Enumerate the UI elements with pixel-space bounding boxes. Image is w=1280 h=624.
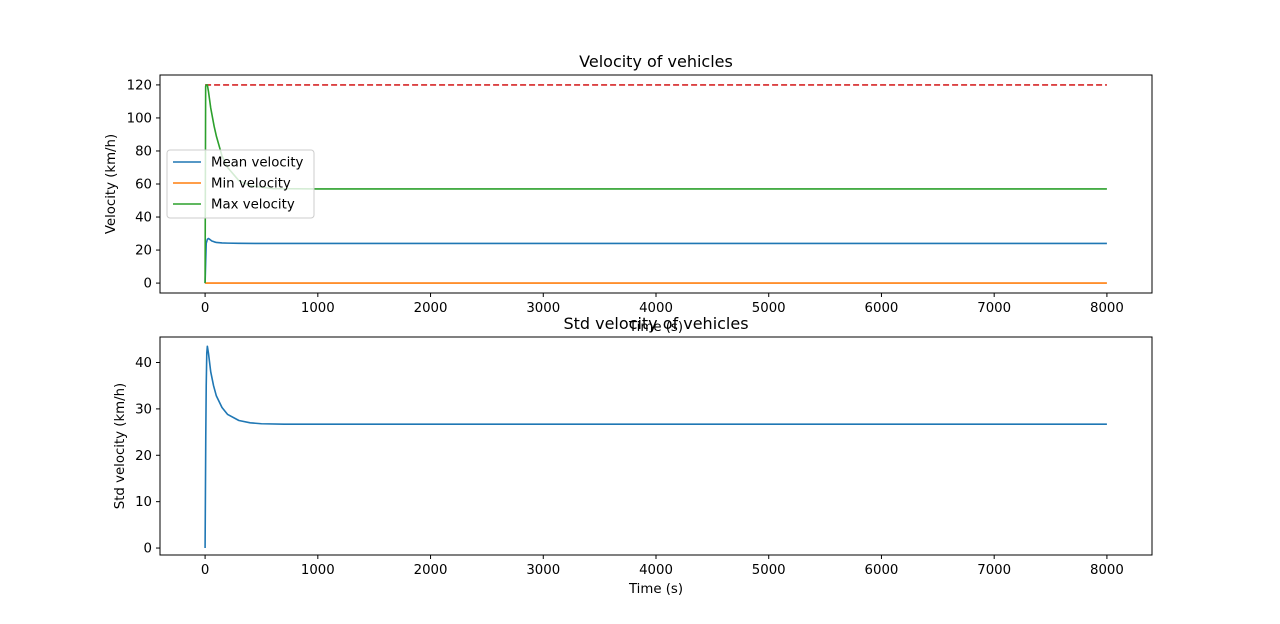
std-chart-title: Std velocity of vehicles: [563, 314, 748, 333]
x-tick-label: 1000: [301, 301, 335, 316]
y-tick-label: 20: [135, 244, 152, 259]
y-tick-label: 0: [144, 277, 152, 292]
velocity-x-axis-label: Time (s): [628, 320, 683, 335]
y-tick-label: 10: [135, 495, 152, 510]
x-tick-label: 3000: [526, 301, 560, 316]
x-tick-label: 3000: [526, 563, 560, 578]
y-tick-label: 120: [127, 78, 152, 93]
velocity-chart: Velocity of vehicles Time (s) Velocity (…: [104, 52, 1153, 335]
x-tick-label: 2000: [414, 563, 448, 578]
x-tick-label: 5000: [752, 301, 786, 316]
y-tick-label: 100: [127, 111, 152, 126]
x-tick-label: 7000: [977, 301, 1011, 316]
std-velocity-chart: Time (s) Std velocity (km/h) 0 1000 2000 30…: [113, 314, 1153, 597]
x-tick-label: 6000: [865, 301, 899, 316]
x-tick-label: 0: [201, 563, 209, 578]
y-tick-label: 40: [135, 356, 152, 371]
legend-label-min-velocity: Min velocity: [211, 177, 291, 192]
mean-velocity-line: [204, 237, 1107, 284]
legend-label-mean-velocity: Mean velocity: [211, 156, 304, 171]
y-tick-label: 40: [135, 211, 152, 226]
y-tick-label: 20: [135, 449, 152, 464]
y-tick-label: 30: [135, 402, 152, 417]
x-tick-label: 8000: [1090, 301, 1124, 316]
legend-box: [166, 149, 315, 219]
velocity-legend: Mean velocity Min velocity Max velocity: [166, 149, 315, 219]
velocity-y-axis-label: Velocity (km/h): [104, 134, 119, 234]
std-series-lines: [204, 345, 1107, 549]
x-tick-label: 7000: [977, 563, 1011, 578]
y-tick-label: 0: [144, 542, 152, 557]
x-tick-label: 4000: [639, 301, 673, 316]
x-tick-label: 4000: [639, 563, 673, 578]
y-tick-label: 80: [135, 144, 152, 159]
std-axis-ticks: 0 1000 2000 3000 4000 5000 6000 7000 8000 0 10 20 30…: [135, 356, 1124, 578]
std-y-axis-label: Std velocity (km/h): [113, 383, 128, 509]
x-tick-label: 8000: [1090, 563, 1124, 578]
y-tick-label: 60: [135, 178, 152, 193]
x-tick-label: 0: [201, 301, 209, 316]
series-line-0: [204, 345, 1107, 549]
x-tick-label: 6000: [865, 563, 899, 578]
legend-label-max-velocity: Max velocity: [211, 198, 295, 213]
x-tick-label: 5000: [752, 563, 786, 578]
x-tick-label: 1000: [301, 563, 335, 578]
velocity-chart-title: Velocity of vehicles: [579, 52, 733, 71]
velocity-axis-ticks: 0 1000 2000 3000 4000 5000 6000 7000 8000 0 20 40 60…: [127, 78, 1124, 316]
std-x-axis-label: Time (s): [628, 582, 683, 597]
x-tick-label: 2000: [414, 301, 448, 316]
